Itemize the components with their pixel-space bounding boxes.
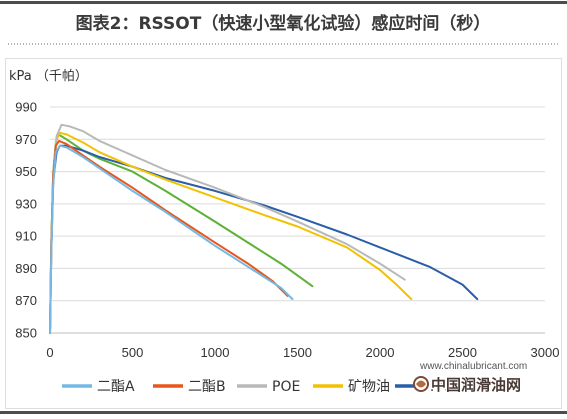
legend: 二酯A 二酯B POE 矿物油 PAO — [62, 379, 458, 395]
legend-entry: 二酯A — [62, 379, 135, 395]
series-line-unlabeled — [49, 133, 314, 334]
y-tick-label: 850 — [15, 326, 37, 341]
y-tick-label: 990 — [15, 100, 37, 115]
chart-frame — [5, 58, 562, 409]
y-tick-label: 970 — [15, 132, 37, 147]
y-tick-label: 950 — [15, 164, 37, 179]
legend-label: 二酯A — [97, 379, 135, 395]
top-border-bar — [0, 1, 567, 4]
y-tick-label: 910 — [15, 229, 37, 244]
legend-label: 二酯B — [188, 379, 226, 395]
y-tick-labels: 850 870 890 910 930 950 970 990 — [15, 100, 37, 341]
x-tick-label: 1000 — [201, 345, 230, 360]
watermark-url: www.chinalubricant.com — [419, 361, 527, 372]
legend-entry: 矿物油 — [313, 379, 390, 395]
x-tick-label: 500 — [122, 345, 144, 360]
legend-label: PAO — [430, 379, 458, 395]
series-line-二酯A — [49, 144, 294, 334]
legend-label: POE — [272, 379, 300, 395]
x-tick-label: 2500 — [448, 345, 477, 360]
watermark-name: 中国润滑油网 — [431, 376, 521, 394]
series-line-PAO — [49, 144, 479, 334]
series-line-矿物油 — [49, 131, 413, 334]
y-tick-label: 890 — [15, 261, 37, 276]
x-tick-label: 0 — [46, 345, 53, 360]
y-tick-label: 870 — [15, 293, 37, 308]
legend-entry: 二酯B — [153, 379, 226, 395]
legend-entry: POE — [237, 379, 300, 395]
x-tick-label: 1500 — [283, 345, 312, 360]
y-axis-label: kPa （千帕） — [9, 69, 88, 84]
x-tick-labels: 0 500 1000 1500 2000 2500 3000 — [46, 345, 559, 360]
y-tick-label: 930 — [15, 196, 37, 211]
bottom-border-bar — [0, 411, 567, 414]
series-lines — [49, 123, 479, 334]
watermark: www.chinalubricant.com 中国润滑油网 — [413, 360, 528, 396]
x-tick-label: 2000 — [366, 345, 395, 360]
gridlines — [50, 106, 545, 334]
series-line-二酯B — [49, 139, 289, 334]
watermark-logo-icon — [413, 376, 429, 392]
x-tick-label: 3000 — [531, 345, 560, 360]
legend-label: 矿物油 — [348, 379, 390, 395]
chart-title: 图表2：RSSOT（快速小型氧化试验）感应时间（秒） — [76, 13, 491, 34]
